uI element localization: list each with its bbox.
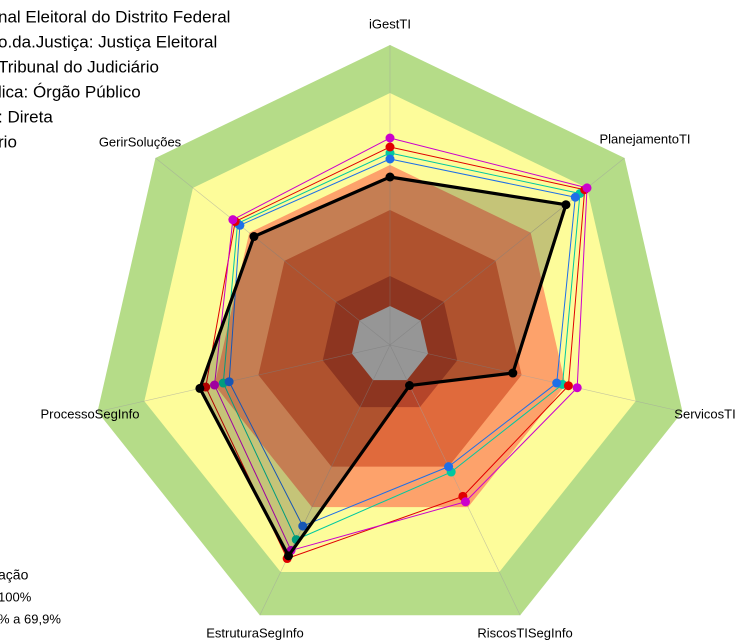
series-line <box>198 175 568 558</box>
series-point <box>552 378 562 388</box>
series-point <box>444 462 454 472</box>
legend-line: ação <box>0 567 29 583</box>
axis-line <box>155 157 391 346</box>
axis-line <box>259 344 391 616</box>
series-point <box>385 142 395 152</box>
info-line: : Direta <box>0 107 53 126</box>
series-point <box>570 192 580 202</box>
series-point <box>298 521 308 531</box>
series-point <box>405 381 415 391</box>
series-point <box>508 368 518 378</box>
series-point <box>228 215 238 225</box>
legend-line: 100% <box>0 589 32 604</box>
series-line <box>228 158 576 527</box>
series-point <box>460 497 470 507</box>
axis-label: EstruturaSegInfo <box>206 625 304 640</box>
axis-label: PlanejamentoTI <box>599 131 690 146</box>
axis-label: GerirSoluções <box>99 134 182 149</box>
legend-line: % a 69,9% <box>0 611 61 626</box>
axis-label: RiscosTISegInfo <box>477 625 572 640</box>
series-point <box>563 381 573 391</box>
info-line: rio <box>0 132 17 151</box>
axis-label: ServicosTI <box>674 406 735 421</box>
series-point <box>195 383 205 393</box>
series-point <box>224 377 234 387</box>
series-point <box>582 183 592 193</box>
axis-line <box>389 344 683 413</box>
series-point <box>385 172 395 182</box>
info-line: nal Eleitoral do Distrito Federal <box>0 7 230 26</box>
series-point <box>385 133 395 143</box>
series-point <box>249 232 259 242</box>
series-point <box>210 380 220 390</box>
series-point <box>572 383 582 393</box>
series-point <box>561 200 571 210</box>
axis-line <box>389 344 521 616</box>
axis-label: ProcessoSegInfo <box>40 406 139 421</box>
info-line: lica: Órgão Público <box>0 82 141 101</box>
series-point <box>283 551 293 561</box>
series-line <box>222 152 581 541</box>
info-line: Tribunal do Judiciário <box>0 57 159 76</box>
series-line <box>214 137 588 551</box>
axis-line <box>97 344 391 413</box>
series-point <box>385 154 395 164</box>
axis-label: iGestTI <box>369 16 411 31</box>
info-line: o.da.Justiça: Justiça Eleitoral <box>0 32 217 51</box>
